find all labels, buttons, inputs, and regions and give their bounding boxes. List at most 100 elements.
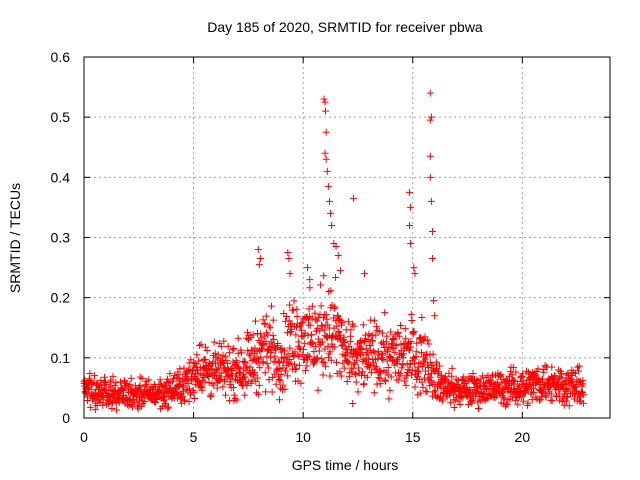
data-point xyxy=(235,365,243,373)
data-point xyxy=(293,305,301,313)
data-point xyxy=(91,406,99,414)
axis-ticks: 0 5 10 15 20 0 0.1 0.2 0.3 0.4 0.5 0.6 xyxy=(51,49,610,445)
data-point xyxy=(469,370,477,378)
data-point xyxy=(359,321,367,329)
data-point xyxy=(402,381,410,389)
data-point xyxy=(124,401,132,409)
data-point xyxy=(579,399,587,407)
data-point xyxy=(341,338,349,346)
data-point xyxy=(426,89,434,97)
data-point xyxy=(359,368,367,376)
data-point xyxy=(335,334,343,342)
data-point xyxy=(412,348,420,356)
data-point xyxy=(407,338,415,346)
data-point xyxy=(86,403,94,411)
data-point xyxy=(340,364,348,372)
data-point xyxy=(576,393,584,401)
data-point xyxy=(135,401,143,409)
data-point xyxy=(163,375,171,383)
data-point xyxy=(86,370,94,378)
data-point xyxy=(254,374,262,382)
data-point xyxy=(305,353,313,361)
data-point xyxy=(499,393,507,401)
data-point xyxy=(297,319,305,327)
data-point xyxy=(339,359,347,367)
data-point xyxy=(282,354,290,362)
data-point xyxy=(463,385,471,393)
y-tick-label: 0.3 xyxy=(51,230,71,246)
data-point xyxy=(331,343,339,351)
data-point xyxy=(313,355,321,363)
data-point xyxy=(401,325,409,333)
data-point xyxy=(381,309,389,317)
data-point xyxy=(394,328,402,336)
data-point xyxy=(421,374,429,382)
data-point xyxy=(275,375,283,383)
data-point xyxy=(158,402,166,410)
data-point xyxy=(338,319,346,327)
data-point xyxy=(405,188,413,196)
data-point xyxy=(421,367,429,375)
data-point xyxy=(196,364,204,372)
data-point xyxy=(354,388,362,396)
data-point xyxy=(273,365,281,373)
data-point xyxy=(324,182,332,190)
data-point xyxy=(274,340,282,348)
data-point xyxy=(248,376,256,384)
data-point xyxy=(418,378,426,386)
data-point xyxy=(410,264,418,272)
data-point xyxy=(320,326,328,334)
data-point xyxy=(295,361,303,369)
data-point xyxy=(426,173,434,181)
data-point xyxy=(416,389,424,397)
data-point xyxy=(317,281,325,289)
data-point xyxy=(86,376,94,384)
data-point xyxy=(298,332,306,340)
data-point xyxy=(362,331,370,339)
data-point xyxy=(385,395,393,403)
y-axis-label: SRMTID / TECUs xyxy=(7,183,23,293)
data-point xyxy=(200,373,208,381)
data-point xyxy=(255,261,263,269)
data-point xyxy=(558,398,566,406)
data-point xyxy=(303,362,311,370)
data-point xyxy=(308,314,316,322)
data-point xyxy=(540,368,548,376)
data-point xyxy=(379,355,387,363)
data-point xyxy=(328,334,336,342)
data-point xyxy=(295,338,303,346)
data-point xyxy=(332,243,340,251)
data-point xyxy=(174,371,182,379)
data-point xyxy=(241,391,249,399)
data-point xyxy=(266,324,274,332)
data-point xyxy=(564,386,572,394)
data-point xyxy=(251,317,259,325)
data-point xyxy=(214,351,222,359)
data-point xyxy=(259,316,267,324)
data-point xyxy=(292,365,300,373)
data-point xyxy=(203,347,211,355)
data-point xyxy=(138,374,146,382)
data-point xyxy=(112,379,120,387)
data-point xyxy=(108,405,116,413)
data-point xyxy=(301,340,309,348)
data-point xyxy=(318,322,326,330)
data-point xyxy=(354,364,362,372)
data-point xyxy=(508,371,516,379)
data-point xyxy=(392,341,400,349)
data-point xyxy=(256,255,264,263)
data-point xyxy=(219,383,227,391)
data-point xyxy=(332,358,340,366)
data-point xyxy=(261,369,269,377)
data-point xyxy=(376,380,384,388)
data-point xyxy=(537,396,545,404)
data-point xyxy=(205,379,213,387)
data-point xyxy=(423,388,431,396)
data-point xyxy=(406,346,414,354)
data-point xyxy=(411,360,419,368)
data-point xyxy=(298,318,306,326)
data-point xyxy=(91,372,99,380)
data-point xyxy=(450,403,458,411)
data-point xyxy=(315,347,323,355)
data-point xyxy=(419,383,427,391)
